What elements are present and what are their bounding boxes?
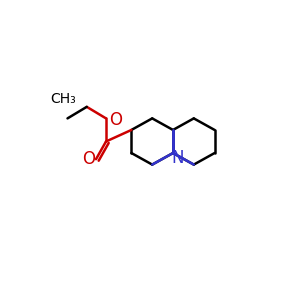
Text: CH₃: CH₃ [50, 92, 76, 106]
Text: O: O [109, 111, 122, 129]
Text: O: O [82, 150, 95, 168]
Text: N: N [171, 149, 184, 167]
